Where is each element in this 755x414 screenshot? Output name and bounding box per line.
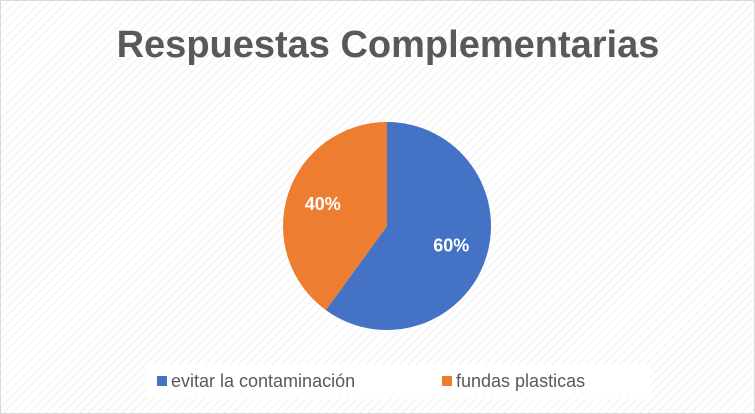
legend: evitar la contaminación fundas plasticas — [157, 371, 585, 391]
legend-swatch — [157, 376, 167, 386]
pie-slice — [325, 122, 491, 330]
legend-box — [147, 365, 650, 398]
chart-title: Respuestas Complementarias — [117, 24, 660, 66]
pie-slice — [283, 122, 387, 311]
pie: 60% 40% — [283, 122, 491, 330]
data-label: 60% — [433, 236, 469, 256]
data-label: 40% — [305, 194, 341, 214]
legend-label: evitar la contaminación — [171, 371, 355, 391]
legend-label: fundas plasticas — [456, 371, 585, 391]
legend-swatch — [442, 376, 452, 386]
